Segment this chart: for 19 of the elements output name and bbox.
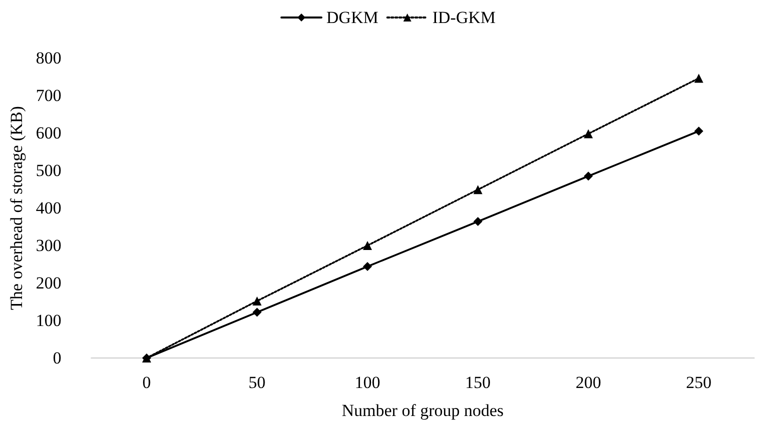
- y-tick-label: 700: [36, 86, 62, 105]
- y-tick-label: 400: [36, 198, 62, 218]
- x-tick-label: 250: [686, 373, 712, 392]
- x-tick-label: 150: [465, 373, 491, 392]
- y-tick-label: 100: [36, 311, 62, 330]
- legend-label: DGKM: [326, 8, 378, 27]
- x-tick-label: 50: [248, 373, 266, 392]
- x-tick-label: 0: [142, 373, 151, 392]
- x-axis-title: Number of group nodes: [342, 401, 504, 420]
- x-tick-label: 200: [576, 373, 602, 392]
- y-tick-label: 0: [52, 348, 62, 368]
- y-tick-label: 500: [36, 161, 62, 180]
- y-tick-label: 200: [36, 274, 62, 292]
- y-tick-label: 300: [36, 236, 62, 255]
- legend-label: ID-GKM: [432, 8, 496, 27]
- y-tick-label: 600: [36, 124, 62, 142]
- y-tick-label: 800: [36, 48, 62, 68]
- x-tick-label: 100: [354, 373, 380, 392]
- y-axis-title: The overhead of storage (KB): [7, 106, 26, 310]
